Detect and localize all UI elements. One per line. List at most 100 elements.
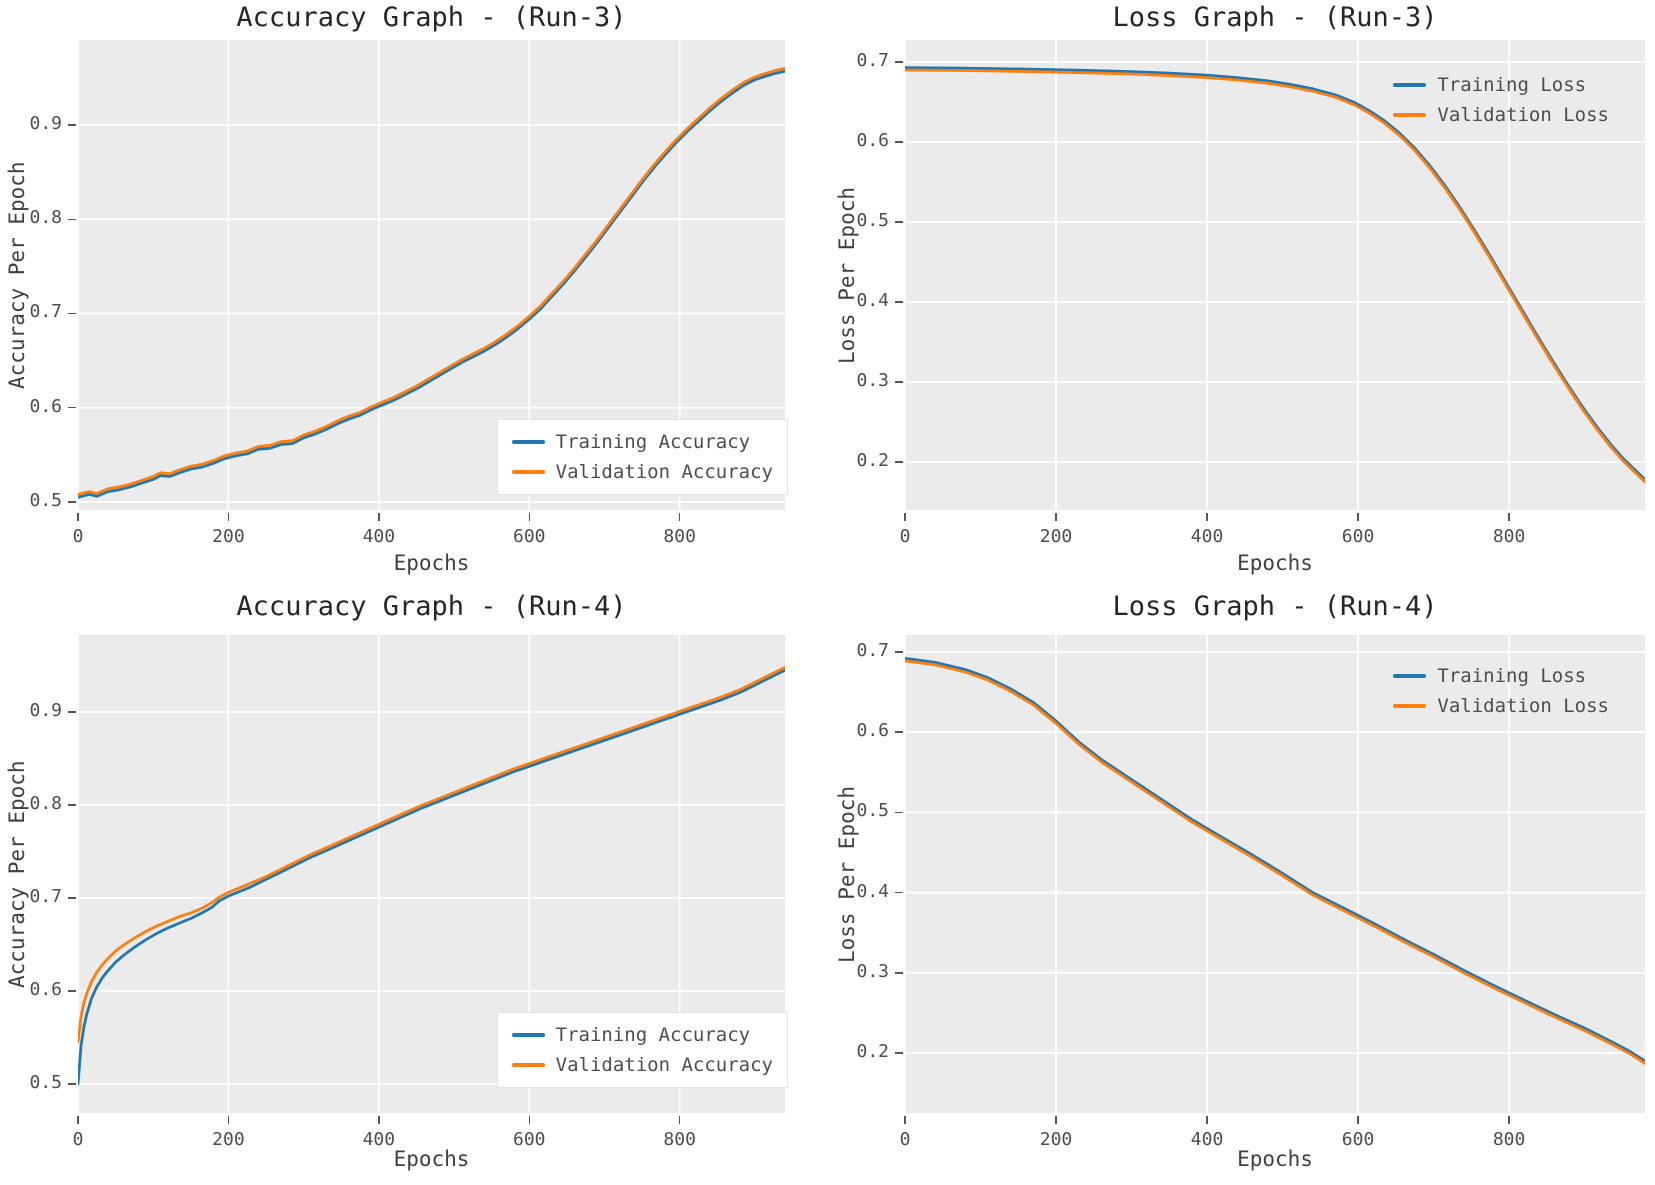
legend-line-swatch xyxy=(511,470,545,474)
y-tick-mark xyxy=(68,124,76,126)
y-tick-label: 0.5 xyxy=(29,1071,62,1093)
legend-line-swatch xyxy=(1393,83,1427,87)
y-tick-mark xyxy=(895,651,903,653)
legend-line-swatch xyxy=(511,1063,545,1067)
legend: Training Loss Validation Loss xyxy=(1393,70,1609,130)
y-tick-label: 0.2 xyxy=(856,1041,889,1062)
series-line-validation-loss xyxy=(905,659,1645,1065)
chart-title: Loss Graph - (Run-4) xyxy=(1112,591,1438,622)
x-axis-label: Epochs xyxy=(393,1147,470,1171)
legend-label: Training Loss xyxy=(1437,74,1587,96)
y-tick-mark xyxy=(68,1083,76,1085)
x-tick-mark xyxy=(1055,1116,1057,1124)
legend-item: Validation Accuracy xyxy=(511,457,773,487)
x-tick-label: 400 xyxy=(1190,526,1224,547)
x-tick-label: 800 xyxy=(663,1129,696,1150)
legend-item: Training Accuracy xyxy=(511,427,773,457)
legend-item: Training Accuracy xyxy=(511,1020,773,1050)
legend: Training Accuracy Validation Accuracy xyxy=(496,419,788,495)
y-tick-label: 0.6 xyxy=(856,720,889,742)
y-tick-label: 0.6 xyxy=(856,130,889,151)
x-tick-mark xyxy=(227,1116,230,1124)
x-tick-mark xyxy=(227,513,230,521)
y-tick-mark xyxy=(895,891,903,894)
y-tick-mark xyxy=(68,711,76,713)
y-tick-mark xyxy=(68,897,76,899)
legend-item: Validation Accuracy xyxy=(511,1050,773,1080)
x-tick-mark xyxy=(1055,513,1057,521)
y-tick-mark xyxy=(68,218,76,220)
plot-area: Training Loss Validation Loss xyxy=(905,40,1645,510)
chart-title: Accuracy Graph - (Run-3) xyxy=(236,2,627,33)
y-tick-label: 0.8 xyxy=(29,792,62,814)
x-tick-mark xyxy=(904,1116,906,1124)
series-line-validation-accuracy xyxy=(78,666,785,1044)
legend-line-swatch xyxy=(511,1033,545,1037)
plot-lines-svg xyxy=(905,40,1645,510)
y-tick-label: 0.4 xyxy=(856,880,889,902)
x-tick-mark xyxy=(528,513,531,521)
y-tick-label: 0.6 xyxy=(29,395,62,417)
legend-label: Training Loss xyxy=(1437,665,1587,687)
x-tick-label: 200 xyxy=(1039,1129,1073,1150)
legend-label: Validation Accuracy xyxy=(555,461,773,483)
y-tick-label: 0.6 xyxy=(29,978,62,1000)
y-tick-mark xyxy=(895,221,903,223)
x-tick-mark xyxy=(1508,513,1510,521)
legend: Training Loss Validation Loss xyxy=(1393,661,1609,721)
plot-area: Training Accuracy Validation Accuracy xyxy=(78,635,788,1113)
x-tick-mark xyxy=(528,1116,531,1124)
y-tick-label: 0.7 xyxy=(856,50,889,71)
x-tick-mark xyxy=(1206,513,1208,521)
y-tick-mark xyxy=(68,406,76,409)
x-tick-label: 600 xyxy=(1341,526,1375,547)
y-tick-label: 0.5 xyxy=(29,489,62,511)
y-tick-mark xyxy=(895,301,903,303)
x-tick-mark xyxy=(77,513,79,521)
x-tick-label: 200 xyxy=(212,526,245,547)
x-tick-label: 800 xyxy=(663,526,696,547)
y-tick-label: 0.7 xyxy=(29,885,62,907)
y-tick-mark xyxy=(895,731,903,733)
legend-line-swatch xyxy=(1393,113,1427,117)
legend-label: Validation Accuracy xyxy=(555,1054,773,1076)
x-tick-label: 800 xyxy=(1492,526,1526,547)
x-tick-mark xyxy=(77,1116,79,1124)
legend-label: Validation Loss xyxy=(1437,104,1609,126)
x-tick-label: 0 xyxy=(899,1129,911,1150)
x-tick-mark xyxy=(678,1116,681,1124)
x-tick-label: 600 xyxy=(513,526,546,547)
series-line-training-accuracy xyxy=(78,668,785,1086)
x-tick-label: 0 xyxy=(72,1129,84,1150)
x-tick-mark xyxy=(678,513,681,521)
x-axis-label: Epochs xyxy=(393,551,470,575)
x-tick-mark xyxy=(1357,1116,1359,1124)
x-tick-label: 400 xyxy=(362,526,396,547)
y-tick-label: 0.8 xyxy=(29,207,62,229)
series-line-validation-loss xyxy=(905,68,1645,484)
y-tick-mark xyxy=(68,804,76,806)
y-tick-label: 0.4 xyxy=(856,290,889,311)
y-tick-mark xyxy=(68,990,76,992)
legend-line-swatch xyxy=(511,440,545,444)
series-line-validation-accuracy xyxy=(78,67,785,496)
plot-area: Training Accuracy Validation Accuracy xyxy=(78,40,788,510)
x-tick-label: 400 xyxy=(1190,1129,1224,1150)
x-axis-label: Epochs xyxy=(1237,551,1313,575)
y-tick-mark xyxy=(895,1052,903,1054)
x-tick-label: 0 xyxy=(899,526,911,547)
legend-line-swatch xyxy=(1393,674,1427,678)
chart-title: Loss Graph - (Run-3) xyxy=(1112,2,1438,33)
plot-lines-svg xyxy=(78,635,785,1113)
y-tick-mark xyxy=(68,501,76,503)
x-tick-label: 600 xyxy=(513,1129,546,1150)
y-tick-label: 0.3 xyxy=(856,960,889,982)
legend-item: Validation Loss xyxy=(1393,100,1609,130)
y-tick-label: 0.2 xyxy=(856,450,889,471)
y-tick-mark xyxy=(895,61,903,63)
y-tick-label: 0.9 xyxy=(29,113,62,134)
